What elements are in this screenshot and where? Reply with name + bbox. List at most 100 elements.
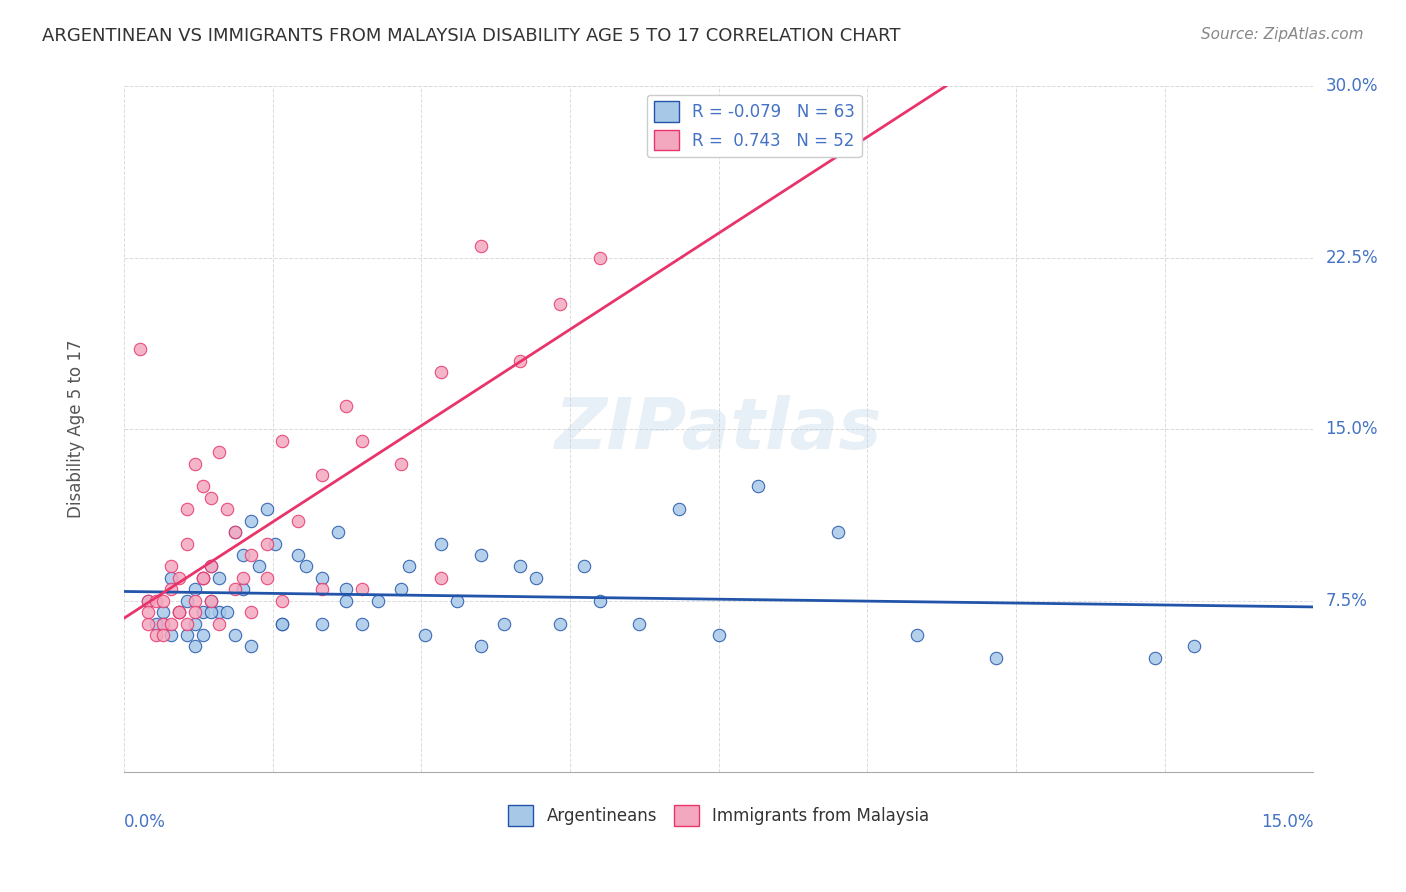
Point (224, 628, 246, 642)
Point (136, 616, 159, 631)
Point (548, 616, 571, 631)
Point (668, 502, 690, 516)
Point (169, 605, 191, 619)
Point (239, 548, 262, 562)
Point (239, 514, 262, 528)
Point (263, 536, 285, 550)
Point (128, 343, 150, 357)
Point (350, 582, 373, 597)
Point (311, 582, 333, 597)
Point (200, 593, 222, 607)
Point (200, 593, 222, 607)
Point (1184, 640, 1206, 654)
Point (271, 434, 294, 448)
Point (470, 548, 492, 562)
Point (287, 514, 309, 528)
Point (430, 571, 453, 585)
Point (430, 365, 453, 379)
Point (335, 582, 357, 597)
Point (169, 605, 191, 619)
Point (224, 582, 246, 597)
Point (350, 616, 373, 631)
Point (136, 593, 159, 607)
Point (295, 559, 318, 574)
Point (184, 582, 207, 597)
Point (367, 593, 389, 607)
Text: ZIPatlas: ZIPatlas (555, 395, 883, 464)
Point (136, 593, 159, 607)
Point (160, 571, 183, 585)
Point (1143, 650, 1166, 665)
Text: ARGENTINEAN VS IMMIGRANTS FROM MALAYSIA DISABILITY AGE 5 TO 17 CORRELATION CHART: ARGENTINEAN VS IMMIGRANTS FROM MALAYSIA … (42, 27, 901, 45)
Point (215, 605, 238, 619)
Point (311, 616, 333, 631)
Point (287, 548, 309, 562)
Point (747, 479, 769, 493)
Point (256, 571, 278, 585)
Point (208, 571, 231, 585)
Point (160, 616, 183, 631)
Text: 15.0%: 15.0% (1326, 420, 1378, 438)
Point (413, 628, 436, 642)
Point (986, 650, 1008, 665)
Point (707, 628, 730, 642)
Point (184, 605, 207, 619)
Point (271, 616, 294, 631)
Point (184, 640, 207, 654)
Point (905, 628, 928, 642)
Point (271, 616, 294, 631)
Point (136, 605, 159, 619)
Point (271, 593, 294, 607)
Point (232, 548, 254, 562)
Point (239, 640, 262, 654)
Text: 22.5%: 22.5% (1326, 249, 1378, 267)
Point (145, 616, 167, 631)
Text: 0.0%: 0.0% (124, 814, 166, 831)
Text: 7.5%: 7.5% (1326, 591, 1367, 609)
Point (169, 605, 191, 619)
Point (215, 502, 238, 516)
Text: Source: ZipAtlas.com: Source: ZipAtlas.com (1201, 27, 1364, 42)
Point (548, 296, 571, 310)
Point (160, 559, 183, 574)
Point (160, 628, 183, 642)
Point (200, 605, 222, 619)
Point (200, 559, 222, 574)
Point (311, 467, 333, 482)
Legend: Argentineans, Immigrants from Malaysia: Argentineans, Immigrants from Malaysia (502, 798, 936, 832)
Point (191, 571, 214, 585)
Point (232, 571, 254, 585)
Point (160, 582, 183, 597)
Point (350, 434, 373, 448)
Point (152, 593, 174, 607)
Point (152, 616, 174, 631)
Point (256, 536, 278, 550)
Point (446, 593, 468, 607)
Text: 30.0%: 30.0% (1326, 78, 1378, 95)
Point (326, 525, 349, 540)
Point (232, 582, 254, 597)
Point (191, 628, 214, 642)
Point (208, 616, 231, 631)
Point (152, 616, 174, 631)
Point (191, 571, 214, 585)
Point (589, 593, 612, 607)
Point (389, 457, 412, 471)
Text: 15.0%: 15.0% (1261, 814, 1313, 831)
Point (335, 593, 357, 607)
Point (827, 525, 849, 540)
Point (256, 502, 278, 516)
Point (398, 559, 420, 574)
Point (176, 502, 198, 516)
Text: Disability Age 5 to 17: Disability Age 5 to 17 (67, 340, 86, 518)
Point (247, 559, 270, 574)
Point (509, 353, 531, 368)
Point (224, 525, 246, 540)
Point (208, 605, 231, 619)
Point (509, 559, 531, 574)
Point (145, 628, 167, 642)
Point (145, 593, 167, 607)
Point (208, 445, 231, 459)
Point (470, 239, 492, 253)
Point (589, 251, 612, 265)
